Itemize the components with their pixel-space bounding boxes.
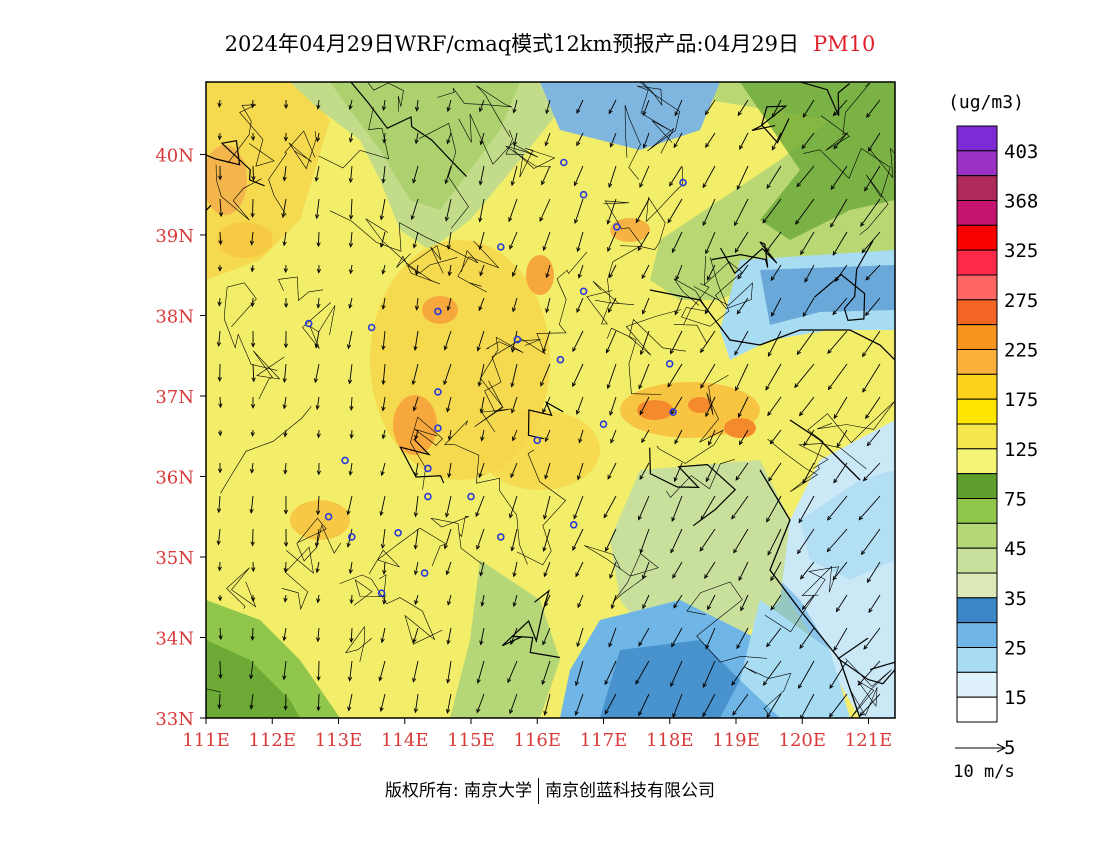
- latitude-labels: 40N 39N 38N 37N 36N 35N 34N 33N: [155, 145, 206, 730]
- city-marker: [496, 243, 505, 251]
- city-marker: [434, 388, 442, 396]
- legend-swatch: [956, 274, 998, 301]
- city-marker: [304, 319, 313, 328]
- legend-label: 403: [1004, 141, 1038, 163]
- wind-scale-label: 10 m/s: [953, 762, 1014, 782]
- city-marker: [367, 323, 376, 332]
- lat-label: 39N: [155, 226, 194, 247]
- legend-swatch: [956, 125, 998, 152]
- legend-label: 175: [1004, 389, 1038, 411]
- lon-label: 112E: [249, 730, 297, 751]
- pollutant-label: PM10: [813, 32, 876, 56]
- lat-label: 36N: [155, 467, 194, 488]
- legend-label: 75: [1004, 489, 1027, 511]
- lon-label: 118E: [646, 730, 694, 751]
- wind-scale: 10 m/s: [953, 743, 1015, 782]
- city-marker: [579, 287, 588, 296]
- city-marker: [394, 528, 402, 537]
- chart-title: 2024年04月29日WRF/cmaq模式12km预报产品:04月29日 PM10: [224, 32, 876, 56]
- color-legend: (ug/m3) 403 368 325 275 225 175 125 75 45 35 25 15 5: [948, 92, 1038, 759]
- lon-label: 120E: [779, 730, 827, 751]
- city-marker: [559, 158, 568, 167]
- city-marker: [377, 589, 386, 598]
- lat-label: 37N: [155, 387, 194, 408]
- city-markers: [304, 158, 687, 598]
- city-marker: [424, 492, 432, 501]
- legend-swatch: [956, 522, 998, 549]
- longitude-labels: 111E 112E 113E 114E 115E 116E 117E 118E 119E 120E…: [182, 718, 892, 751]
- legend-swatch: [956, 473, 998, 500]
- lat-label: 40N: [155, 145, 194, 166]
- legend-label: 15: [1004, 687, 1027, 709]
- lon-label: 113E: [315, 730, 363, 751]
- city-marker: [665, 359, 674, 368]
- city-marker: [434, 424, 442, 433]
- legend-label: 368: [1004, 191, 1038, 213]
- legend-swatch: [956, 448, 998, 475]
- city-marker: [496, 533, 505, 541]
- lon-label: 111E: [182, 730, 230, 751]
- legend-swatch: [956, 224, 998, 251]
- legend-swatch: [956, 200, 998, 226]
- city-marker: [533, 436, 542, 445]
- lon-label: 119E: [712, 730, 760, 751]
- legend-label: 35: [1004, 588, 1027, 610]
- legend-unit: (ug/m3): [948, 92, 1024, 113]
- legend-swatch: [956, 299, 998, 326]
- legend-label: 45: [1004, 538, 1027, 560]
- legend-label: 5: [1004, 737, 1015, 759]
- lat-label: 38N: [155, 306, 194, 327]
- city-marker: [424, 464, 432, 473]
- lon-label: 114E: [381, 730, 429, 751]
- legend-swatch: [956, 498, 998, 524]
- city-marker: [679, 178, 687, 187]
- legend-swatch: [956, 398, 998, 425]
- city-marker: [669, 408, 677, 416]
- legend-swatch: [956, 597, 998, 624]
- city-marker: [599, 420, 608, 429]
- legend-swatch: [956, 349, 998, 375]
- legend-label: 275: [1004, 290, 1038, 312]
- legend-swatch: [956, 547, 998, 574]
- copyright-footer: 版权所有: 南京大学 南京创蓝科技有限公司: [300, 776, 800, 804]
- wind-vectors: [216, 99, 881, 718]
- plot-frame: [205, 81, 896, 719]
- legend-label: 325: [1004, 240, 1038, 262]
- lon-label: 115E: [447, 730, 495, 751]
- legend-swatch: [956, 150, 998, 177]
- city-marker: [420, 569, 429, 577]
- lat-label: 33N: [155, 709, 194, 730]
- city-marker: [513, 335, 522, 344]
- province-boundaries: [206, 82, 895, 718]
- legend-swatch: [956, 175, 998, 201]
- legend-swatch: [956, 696, 998, 723]
- city-marker: [347, 533, 356, 541]
- legend-swatch: [956, 373, 998, 400]
- city-marker: [434, 307, 442, 316]
- city-marker: [467, 492, 475, 501]
- legend-swatch: [956, 249, 998, 276]
- city-marker: [556, 355, 565, 364]
- legend-swatch: [956, 324, 998, 351]
- legend-swatch: [956, 423, 998, 450]
- legend-label: 125: [1004, 439, 1038, 461]
- lon-label: 117E: [580, 730, 628, 751]
- legend-swatch: [956, 572, 998, 599]
- lon-label: 121E: [845, 730, 893, 751]
- legend-swatch: [956, 647, 998, 673]
- lat-label: 34N: [155, 628, 194, 649]
- legend-swatch: [956, 671, 998, 698]
- city-marker: [579, 190, 588, 199]
- city-marker: [341, 456, 349, 465]
- city-marker: [612, 223, 621, 231]
- city-marker: [324, 512, 333, 521]
- legend-label: 25: [1004, 638, 1027, 660]
- city-marker: [569, 520, 578, 529]
- legend-label: 225: [1004, 340, 1038, 362]
- lat-label: 35N: [155, 548, 194, 569]
- lon-label: 116E: [514, 730, 562, 751]
- legend-swatch: [956, 622, 998, 648]
